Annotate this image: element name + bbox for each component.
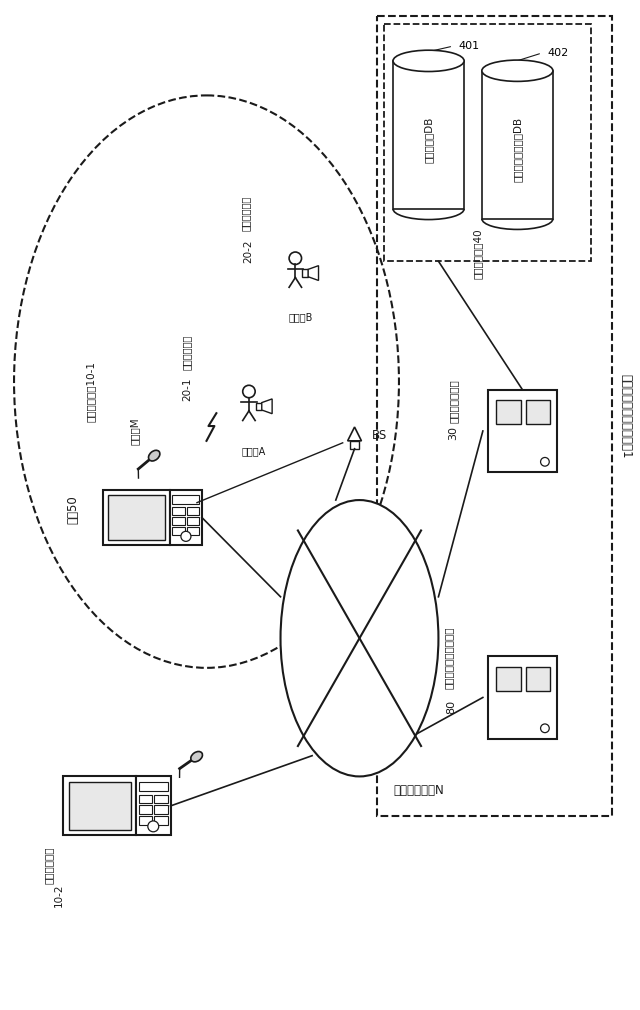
- Text: 店舗50: 店舗50: [67, 496, 80, 524]
- FancyBboxPatch shape: [103, 490, 170, 544]
- Text: 20-1: 20-1: [182, 378, 192, 401]
- Ellipse shape: [280, 500, 438, 777]
- FancyBboxPatch shape: [173, 507, 185, 514]
- FancyBboxPatch shape: [526, 400, 550, 424]
- FancyBboxPatch shape: [526, 667, 550, 691]
- Ellipse shape: [148, 450, 160, 461]
- Circle shape: [181, 531, 191, 541]
- Circle shape: [289, 252, 301, 265]
- FancyBboxPatch shape: [63, 777, 136, 835]
- Text: 通信端末装置: 通信端末装置: [241, 196, 251, 231]
- FancyBboxPatch shape: [139, 806, 152, 814]
- Text: カラオケ装置10-1: カラオケ装置10-1: [86, 361, 96, 422]
- Text: 外部記憶装置40: 外部記憶装置40: [473, 228, 483, 279]
- FancyBboxPatch shape: [139, 795, 152, 803]
- FancyBboxPatch shape: [154, 795, 168, 803]
- Text: 30: 30: [448, 426, 458, 440]
- FancyBboxPatch shape: [187, 507, 199, 514]
- FancyBboxPatch shape: [187, 517, 199, 524]
- Text: 通信端末装置: 通信端末装置: [182, 334, 192, 370]
- FancyBboxPatch shape: [302, 270, 308, 277]
- Circle shape: [148, 821, 159, 832]
- FancyBboxPatch shape: [69, 782, 131, 830]
- FancyBboxPatch shape: [482, 71, 553, 219]
- Text: マイクM: マイクM: [129, 417, 140, 444]
- FancyBboxPatch shape: [173, 527, 185, 534]
- Text: 401: 401: [458, 41, 479, 52]
- Text: 10-2: 10-2: [54, 883, 63, 907]
- Text: 管理サーバ装置: 管理サーバ装置: [448, 380, 458, 423]
- FancyBboxPatch shape: [488, 390, 557, 473]
- FancyBboxPatch shape: [349, 440, 360, 448]
- Text: 402: 402: [547, 47, 568, 58]
- FancyBboxPatch shape: [170, 490, 202, 544]
- Text: BS: BS: [372, 429, 388, 442]
- FancyBboxPatch shape: [256, 403, 262, 410]
- Text: 80: 80: [446, 700, 456, 714]
- Ellipse shape: [191, 751, 202, 762]
- FancyBboxPatch shape: [139, 816, 152, 824]
- FancyBboxPatch shape: [496, 400, 520, 424]
- FancyBboxPatch shape: [173, 495, 199, 504]
- Text: 20-2: 20-2: [243, 239, 253, 263]
- Text: カラオケデータ用DB: カラオケデータ用DB: [513, 117, 522, 182]
- Text: ユーザ管理DB: ユーザ管理DB: [424, 116, 433, 163]
- Ellipse shape: [393, 50, 464, 72]
- Polygon shape: [308, 266, 319, 281]
- Circle shape: [243, 385, 255, 398]
- FancyBboxPatch shape: [139, 782, 168, 791]
- FancyBboxPatch shape: [173, 517, 185, 524]
- Polygon shape: [262, 399, 272, 414]
- Text: カラオケ装置: カラオケ装置: [44, 846, 54, 884]
- FancyBboxPatch shape: [187, 527, 199, 534]
- FancyBboxPatch shape: [496, 667, 520, 691]
- Circle shape: [541, 458, 549, 467]
- FancyBboxPatch shape: [108, 495, 165, 539]
- Text: ユーザB: ユーザB: [288, 312, 312, 322]
- FancyBboxPatch shape: [393, 61, 464, 209]
- Text: データ提供サーバ装置: データ提供サーバ装置: [444, 627, 453, 689]
- FancyBboxPatch shape: [154, 806, 168, 814]
- Text: カラオケ用通信システム1: カラオケ用通信システム1: [620, 374, 632, 459]
- FancyBboxPatch shape: [136, 777, 170, 835]
- Polygon shape: [348, 427, 362, 440]
- FancyBboxPatch shape: [488, 656, 557, 738]
- Circle shape: [541, 724, 549, 732]
- Text: ネットワークN: ネットワークN: [394, 785, 444, 797]
- FancyBboxPatch shape: [154, 816, 168, 824]
- Ellipse shape: [482, 60, 553, 82]
- Text: ユーザA: ユーザA: [242, 445, 266, 456]
